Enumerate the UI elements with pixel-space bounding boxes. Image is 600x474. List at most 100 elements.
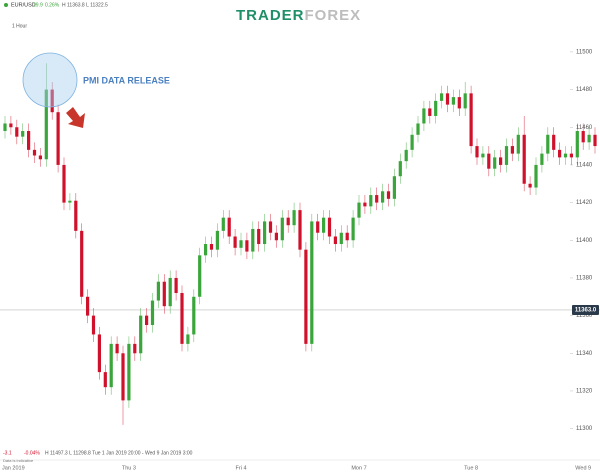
candle-body (386, 191, 391, 199)
candle-body (534, 164, 538, 188)
candle-body (209, 244, 214, 250)
candle-body (62, 164, 66, 203)
y-tick-label: 11400 (576, 238, 593, 244)
candle-body (274, 232, 278, 241)
y-tick-label: 11340 (576, 351, 593, 357)
logo: TRADERFOREX (236, 7, 361, 24)
candle-body (180, 293, 184, 344)
y-tick-label: 11500 (576, 49, 593, 55)
candle-body (121, 353, 125, 401)
y-tick-label: 11420 (576, 200, 593, 206)
candle-body (327, 217, 332, 237)
candle-body (375, 195, 379, 203)
x-tick-label: Wed 9 (575, 465, 591, 471)
candle-body (522, 134, 526, 184)
y-tick-label: 11380 (576, 276, 593, 282)
candle-body (416, 123, 420, 135)
footer-range: H 11497.3 L 11298.8 Tue 1 Jan 2019 20:00… (45, 450, 193, 456)
footer-note: Data is indicative (3, 458, 34, 463)
annotation: PMI DATA RELEASE (83, 75, 170, 85)
candle-body (268, 221, 273, 233)
candle-body (499, 157, 503, 165)
candle-body (245, 240, 249, 252)
candle-body (510, 146, 514, 154)
y-tick-label: 11300 (576, 426, 593, 432)
y-tick-label: 11440 (576, 163, 593, 169)
candle-body (9, 123, 13, 128)
candle-body (322, 217, 326, 233)
candle-body (192, 296, 196, 335)
candle-body (257, 228, 261, 245)
candle-body (558, 149, 562, 158)
candle-body (569, 153, 573, 158)
logo-b: FOREX (305, 7, 362, 24)
candle-body (528, 183, 532, 188)
candle-body (445, 93, 450, 105)
candle-body (404, 149, 408, 162)
candle-body (139, 315, 143, 354)
y-tick-label: 11320 (576, 389, 593, 395)
y-tick-label: 11480 (576, 87, 593, 93)
candle-body (516, 134, 520, 154)
candle-body (434, 100, 438, 116)
candle-body (44, 89, 48, 160)
candle-body (80, 230, 84, 297)
y-tick-label: 11360 (576, 313, 593, 319)
symbol: EUR/USD (11, 2, 36, 8)
candle-body (298, 210, 302, 250)
candle-body (174, 277, 178, 294)
interval: 1 Hour (12, 23, 27, 29)
change: 29.9 (33, 2, 43, 8)
candle-body (86, 296, 90, 316)
candle-body (487, 153, 491, 169)
candle-body (15, 127, 19, 137)
candle-body (97, 334, 101, 373)
candle-body (546, 134, 550, 154)
candle-body (32, 149, 37, 156)
candle-body (451, 97, 455, 105)
current-price-label: 11363.0 (575, 308, 597, 314)
candle-body (552, 134, 556, 150)
candle-body (345, 232, 349, 241)
candle-body (357, 202, 361, 218)
candle-body (469, 93, 473, 147)
candle-body (398, 161, 402, 177)
candle-body (186, 334, 190, 344)
candle-body (581, 131, 585, 143)
current-price-box (572, 304, 599, 315)
candle-body (428, 108, 432, 116)
candle-body (150, 300, 155, 326)
footer-change-pct: -0.04% (24, 450, 40, 456)
candle-body (304, 249, 308, 344)
footer-change: -3.1 (3, 450, 12, 456)
candle-body (286, 217, 290, 226)
candle-body (504, 146, 509, 165)
candle-body (310, 221, 314, 344)
candle-body (227, 217, 231, 237)
candle-body (133, 343, 137, 354)
y-tick-label: 11460 (576, 125, 593, 131)
candle-body (333, 236, 337, 245)
candle-body (56, 112, 60, 165)
candle-body (68, 200, 72, 203)
candle-body (239, 240, 243, 248)
candle-body (422, 108, 426, 124)
candle-body (363, 202, 367, 207)
candle-body (593, 134, 597, 147)
candle-body (563, 153, 568, 158)
candle-body (463, 93, 467, 109)
high-low: H 11363.8 L 11322.5 (62, 2, 108, 8)
candle-body (493, 157, 497, 169)
candle-body (109, 343, 113, 388)
candle-body (115, 343, 119, 354)
candle-body (50, 89, 54, 113)
candle-body (145, 315, 149, 326)
x-tick-label: Thu 3 (122, 465, 136, 471)
candle-body (215, 230, 219, 250)
candle-body (263, 221, 267, 245)
candle-body (392, 176, 396, 199)
candle-body (204, 244, 208, 256)
change-pct: 0.26% (45, 2, 60, 8)
candle-body (251, 228, 255, 252)
